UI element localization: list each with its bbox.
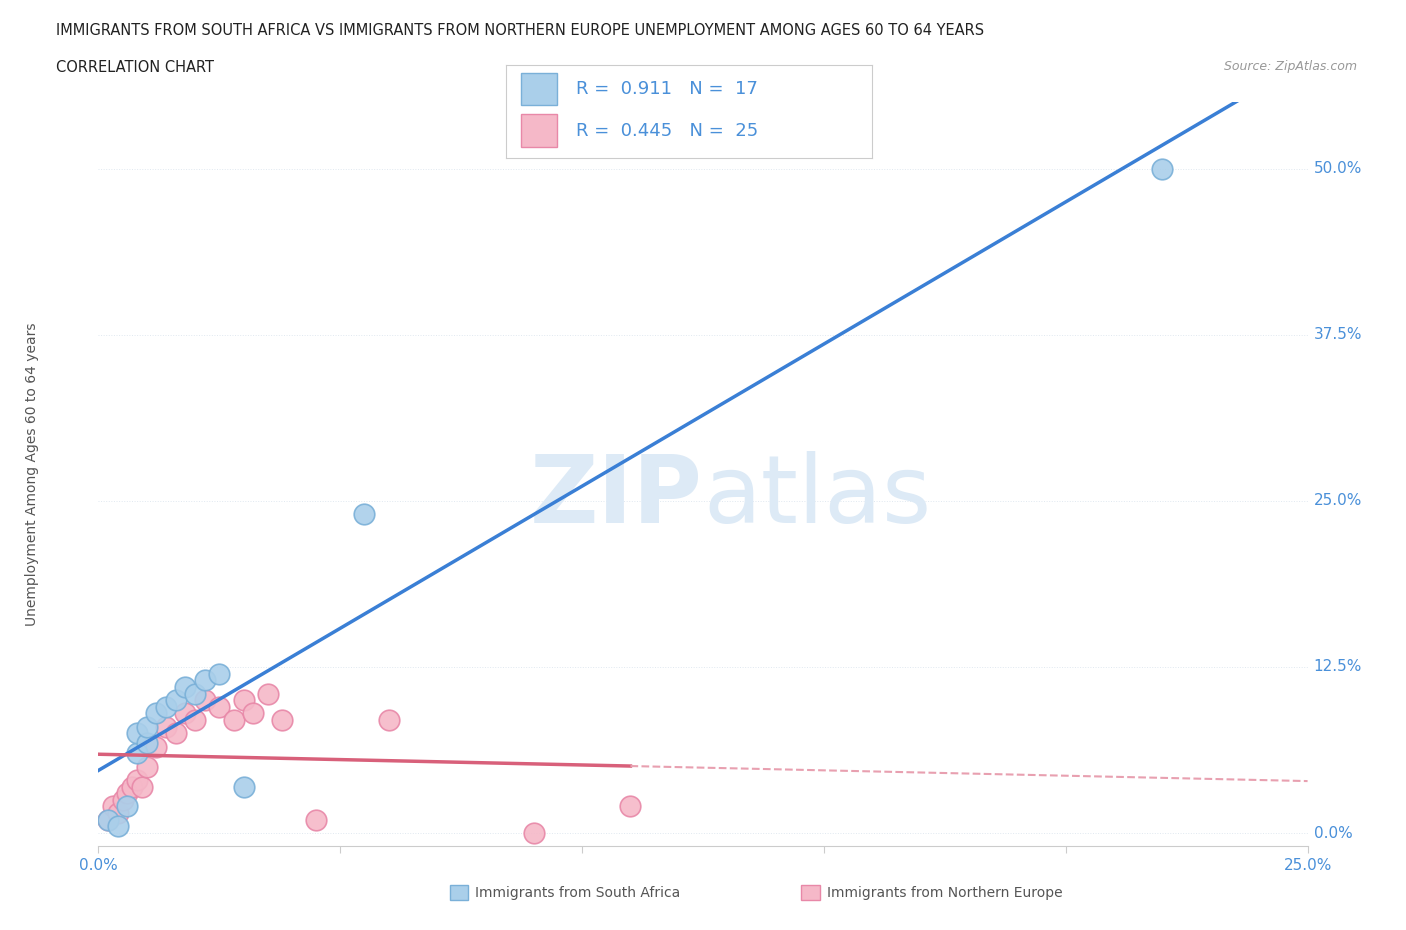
FancyBboxPatch shape	[520, 114, 557, 147]
Point	[194, 672, 217, 687]
Point	[184, 712, 207, 727]
Point	[208, 666, 231, 681]
Point	[165, 693, 187, 708]
Point	[127, 773, 149, 788]
Text: R =  0.911   N =  17: R = 0.911 N = 17	[575, 80, 758, 99]
Point	[155, 699, 177, 714]
Point	[135, 719, 157, 734]
Point	[194, 693, 217, 708]
Text: 50.0%: 50.0%	[1313, 161, 1362, 176]
Point	[97, 812, 120, 827]
Text: Immigrants from Northern Europe: Immigrants from Northern Europe	[827, 885, 1063, 900]
Point	[127, 746, 149, 761]
Point	[117, 786, 139, 801]
Point	[1152, 161, 1174, 176]
Point	[111, 792, 134, 807]
Point	[145, 739, 167, 754]
Point	[208, 699, 231, 714]
Point	[107, 805, 129, 820]
Point	[353, 507, 375, 522]
Point	[145, 706, 167, 721]
Point	[232, 693, 254, 708]
Text: 0.0%: 0.0%	[1313, 826, 1353, 841]
Point	[117, 799, 139, 814]
Text: CORRELATION CHART: CORRELATION CHART	[56, 60, 214, 75]
Point	[619, 799, 641, 814]
Point	[135, 736, 157, 751]
Text: atlas: atlas	[703, 451, 931, 542]
Text: Unemployment Among Ages 60 to 64 years: Unemployment Among Ages 60 to 64 years	[25, 323, 39, 626]
Point	[107, 819, 129, 834]
Point	[97, 812, 120, 827]
Point	[271, 712, 294, 727]
Point	[121, 779, 143, 794]
Point	[165, 726, 187, 741]
Point	[232, 779, 254, 794]
Text: R =  0.445   N =  25: R = 0.445 N = 25	[575, 122, 758, 140]
Text: 12.5%: 12.5%	[1313, 659, 1362, 674]
Point	[256, 686, 278, 701]
Text: ZIP: ZIP	[530, 451, 703, 542]
Point	[222, 712, 245, 727]
Point	[101, 799, 124, 814]
Point	[174, 706, 197, 721]
Text: Source: ZipAtlas.com: Source: ZipAtlas.com	[1223, 60, 1357, 73]
Point	[131, 779, 153, 794]
Point	[523, 826, 546, 841]
Point	[184, 686, 207, 701]
Text: IMMIGRANTS FROM SOUTH AFRICA VS IMMIGRANTS FROM NORTHERN EUROPE UNEMPLOYMENT AMO: IMMIGRANTS FROM SOUTH AFRICA VS IMMIGRAN…	[56, 23, 984, 38]
Point	[377, 712, 399, 727]
Text: Immigrants from South Africa: Immigrants from South Africa	[475, 885, 681, 900]
Text: 25.0%: 25.0%	[1313, 494, 1362, 509]
Point	[135, 759, 157, 774]
Point	[174, 680, 197, 695]
Point	[305, 812, 328, 827]
Point	[242, 706, 264, 721]
Text: 37.5%: 37.5%	[1313, 327, 1362, 342]
FancyBboxPatch shape	[520, 73, 557, 105]
Point	[155, 719, 177, 734]
Point	[127, 726, 149, 741]
